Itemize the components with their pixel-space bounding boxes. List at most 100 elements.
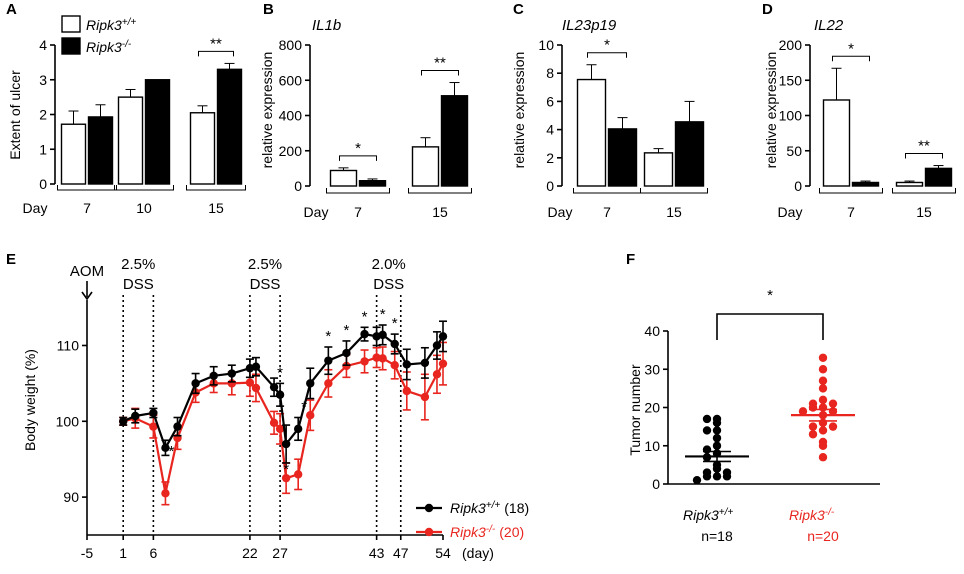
data-point-ko-day23 (251, 383, 261, 393)
data-point-ko-day41 (360, 357, 369, 366)
significance-star-b: ** (434, 55, 446, 72)
bar-c-ko-day7 (607, 128, 638, 187)
y-tick-label-f: 0 (652, 476, 660, 492)
dss-label-1: DSS (123, 276, 154, 293)
x-tick-label-b-day15: 15 (432, 204, 448, 220)
legend-label-ko-base: Ripk3 (86, 39, 122, 55)
data-point-wt-day10 (173, 422, 182, 431)
legend-marker-wt (424, 503, 434, 513)
aom-arrow-head (81, 291, 93, 301)
data-point-wt-day38 (342, 348, 351, 358)
data-point-wt (702, 472, 712, 481)
day-bracket-a (114, 185, 174, 191)
group-label-wt-sup: +/+ (719, 507, 734, 518)
legend-swatch-wt (61, 15, 81, 33)
data-point-ko-day51 (420, 392, 430, 402)
x-tick-label-c-day15: 15 (666, 204, 682, 220)
day-bracket-b (408, 188, 472, 194)
significance-bracket-d (832, 55, 870, 62)
data-point-ko (808, 403, 818, 412)
y-tick-label-e: 90 (63, 489, 79, 505)
data-point-ko-day30 (293, 470, 303, 479)
bar-d-wt-day7 (822, 99, 851, 187)
y-tick-label-d: 200 (779, 37, 803, 53)
significance-star-e: * (392, 315, 398, 332)
significance-star-b: * (355, 140, 361, 157)
bar-a-wt-day15 (189, 112, 216, 185)
day-bracket-d (892, 188, 956, 194)
data-point-wt (722, 472, 732, 481)
x-axis-label-b: Day (304, 204, 329, 220)
data-point-wt (692, 475, 702, 485)
y-tick-label-d: 150 (779, 72, 803, 88)
significance-star-c: * (604, 37, 610, 54)
y-tick-label-d: 0 (794, 178, 802, 194)
y-tick-label-b: 600 (279, 72, 303, 88)
data-point-wt-day46 (390, 339, 399, 349)
data-point-ko-day32 (306, 411, 315, 420)
x-tick-label-a-day15: 15 (208, 200, 224, 216)
significance-bracket-d (905, 153, 943, 159)
y-tick-label-f: 10 (644, 438, 660, 454)
y-tick-label-a: 1 (39, 141, 47, 157)
data-point-ko (818, 395, 828, 405)
legend-label-ko-sup: -/- (486, 524, 496, 535)
significance-star-e: * (380, 306, 386, 323)
data-point-ko-day46 (390, 360, 399, 370)
data-point-wt-day19 (227, 369, 237, 378)
y-axis-label-b: relative expression (259, 52, 275, 169)
y-tick-label-a: 3 (39, 72, 47, 88)
legend-label-wt: Ripk3+/+ (86, 17, 136, 34)
data-point-wt (712, 472, 722, 481)
data-point-wt-day13 (191, 379, 200, 388)
group-label-wt-base: Ripk3 (683, 507, 719, 523)
data-point-wt-day3 (131, 411, 140, 421)
panel-label-f: F (626, 251, 635, 268)
data-point-wt-day16 (209, 371, 218, 381)
data-point-ko (828, 422, 838, 431)
y-tick-label-c: 6 (546, 93, 554, 109)
dss-label-2: DSS (250, 276, 281, 293)
day-bracket-c (573, 188, 641, 194)
data-point-wt (712, 418, 722, 427)
data-point-wt-day26 (269, 382, 279, 392)
y-tick-label-a: 2 (39, 107, 47, 123)
bar-a-ko-day15 (216, 68, 243, 185)
y-tick-label-b: 400 (279, 108, 303, 124)
y-tick-label-d: 100 (779, 108, 803, 124)
dss-concentration-1: 2.5% (121, 256, 155, 273)
data-point-ko-day53 (432, 370, 442, 379)
significance-star-e: * (169, 443, 175, 460)
panel-label-a: A (6, 1, 17, 18)
data-point-wt-day32 (306, 379, 315, 388)
data-point-wt (712, 441, 722, 450)
legend-label-wt-base: Ripk3 (450, 500, 486, 516)
x-tick-label-e: 47 (393, 545, 409, 561)
bar-b-wt-day7 (329, 169, 358, 187)
data-point-ko (818, 426, 828, 435)
day-bracket-b (326, 188, 390, 194)
chart-title-b: IL1b (312, 17, 341, 34)
y-tick-label-c: 0 (546, 178, 554, 194)
y-tick-label-c: 10 (538, 37, 554, 53)
significance-bracket-c (587, 52, 627, 58)
bar-b-wt-day15 (411, 146, 440, 187)
dss-concentration-3: 2.0% (372, 256, 406, 273)
x-tick-label-d-day15: 15 (916, 204, 932, 220)
x-tick-label-e: 27 (272, 545, 288, 561)
y-axis-label-a: Extent of ulcer (7, 70, 23, 160)
data-point-wt-day48 (402, 360, 411, 369)
group-label-ko: Ripk3-/- (789, 507, 835, 524)
significance-bracket-b (339, 155, 377, 161)
y-tick-label-b: 200 (279, 143, 303, 159)
x-tick-label-a-day10: 10 (136, 200, 152, 216)
significance-star-e: * (344, 322, 350, 339)
x-axis-label-c: Day (548, 204, 573, 220)
x-tick-label-e: -5 (81, 545, 94, 561)
data-point-wt-day54 (438, 332, 448, 341)
data-point-wt-day23 (251, 362, 261, 371)
data-point-wt-day44 (378, 330, 387, 340)
bar-a-ko-day10 (144, 79, 171, 185)
data-point-wt-day35 (324, 356, 333, 365)
